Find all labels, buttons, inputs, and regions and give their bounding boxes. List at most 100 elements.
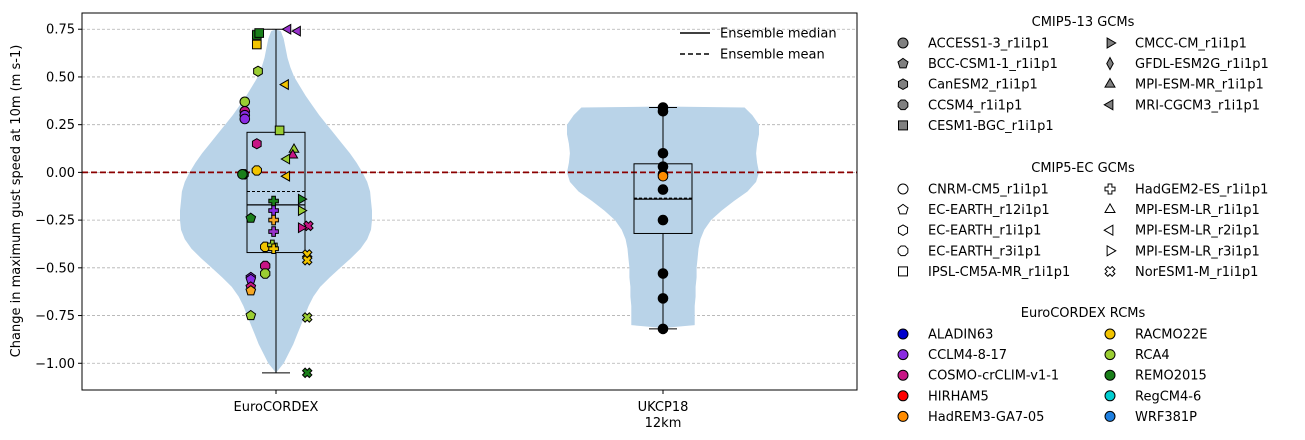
legend-marker-shape <box>1104 202 1116 213</box>
legend-marker <box>897 224 909 237</box>
y-tick-label: −0.75 <box>35 309 75 324</box>
data-point-shape <box>287 148 299 159</box>
legend-group-title: CMIP5-EC GCMs <box>1031 161 1135 176</box>
y-tick-label: −0.25 <box>35 214 75 229</box>
legend-marker-shape <box>897 37 909 49</box>
legend-marker <box>897 99 909 111</box>
y-tick-label: −0.50 <box>35 261 75 276</box>
legend-marker <box>1104 349 1116 361</box>
legend-marker-shape <box>897 99 909 111</box>
legend-label: MPI-ESM-MR_r1i1p1 <box>1135 78 1264 93</box>
y-tick-label: 0.75 <box>46 23 75 38</box>
legend-marker-shape <box>1103 98 1114 111</box>
legend-marker <box>1104 410 1116 422</box>
legend-label: CCLM4-8-17 <box>928 348 1007 363</box>
data-point-shape <box>281 23 292 35</box>
data-points <box>237 23 669 379</box>
data-point <box>237 168 248 180</box>
data-point <box>281 23 292 35</box>
data-point-shape <box>301 254 313 266</box>
legend-marker-shape <box>897 224 909 237</box>
legend-label: EC-EARTH_r12i1p1 <box>928 203 1050 218</box>
data-point-shape <box>274 125 285 136</box>
legend-line-label: Ensemble mean <box>720 48 825 63</box>
legend-marker <box>897 328 909 340</box>
legend-marker <box>897 78 909 91</box>
data-point-shape <box>260 268 271 279</box>
data-point <box>657 184 669 195</box>
data-point-shape <box>245 212 257 223</box>
legend-ensemble: Ensemble median Ensemble mean <box>680 27 837 63</box>
legend-label: EC-EARTH_r3i1p1 <box>928 244 1041 259</box>
data-point-shape <box>280 153 291 165</box>
legend-label: BCC-CSM1-1_r1i1p1 <box>928 57 1058 72</box>
legend-label: COSMO-crCLIM-v1-1 <box>928 369 1059 384</box>
legend-marker-shape <box>1104 390 1116 402</box>
data-point-shape <box>297 222 308 234</box>
legend-label: RCA4 <box>1135 348 1170 363</box>
data-point <box>251 138 262 150</box>
data-point <box>251 165 262 176</box>
data-point <box>287 148 299 159</box>
x-tick-label: UKCP18 <box>638 400 689 415</box>
data-point <box>260 268 271 279</box>
data-point-shape <box>297 193 308 205</box>
legend-marker-shape <box>897 245 909 257</box>
data-point-shape <box>297 204 308 217</box>
y-tick-label: 0.25 <box>46 118 75 133</box>
legend-marker-shape <box>1104 369 1116 381</box>
legend-marker-shape <box>1104 265 1116 277</box>
y-axis-label: Change in maximum gust speed at 10m (m s… <box>9 45 24 358</box>
legend-marker-shape <box>897 328 909 340</box>
legend-marker-shape <box>897 203 909 215</box>
legend-marker-shape <box>897 183 909 195</box>
legend-marker <box>897 245 909 257</box>
data-point-shape <box>268 214 279 226</box>
legend-label: MRI-CGCM3_r1i1p1 <box>1135 98 1260 113</box>
data-point <box>245 309 257 321</box>
x-tick-sublabel: 12km <box>645 416 682 431</box>
data-point-shape <box>245 285 257 296</box>
data-point <box>268 243 279 255</box>
legend-marker <box>897 390 909 402</box>
data-point <box>279 78 289 91</box>
data-point <box>239 96 251 108</box>
data-point <box>657 268 669 279</box>
legend-marker <box>898 120 908 131</box>
legend-label: WRF381P <box>1135 410 1197 425</box>
data-point <box>301 367 313 379</box>
data-point <box>253 65 263 77</box>
legend-label: CCSM4_r1i1p1 <box>928 98 1022 113</box>
legend-label: CMCC-CM_r1i1p1 <box>1135 37 1247 52</box>
legend-label: HIRHAM5 <box>928 389 989 404</box>
legend-marker-shape <box>897 410 909 422</box>
data-point-shape <box>254 28 265 38</box>
data-point-shape <box>301 367 313 379</box>
legend-label: ALADIN63 <box>928 328 993 343</box>
data-point-shape <box>657 214 669 226</box>
legend-label: CanESM2_r1i1p1 <box>928 78 1038 93</box>
legend-marker-shape <box>1106 244 1117 257</box>
x-tick-label: EuroCORDEX <box>234 400 319 415</box>
legend-marker-shape <box>897 349 909 361</box>
data-point-shape <box>301 312 313 323</box>
legend-marker <box>1104 183 1116 195</box>
legend-marker-shape <box>897 78 909 91</box>
data-point-shape <box>251 39 262 50</box>
legend-label: HadREM3-GA7-05 <box>928 410 1044 425</box>
legend-marker-shape <box>1104 410 1116 422</box>
legend-marker-shape <box>1104 183 1116 195</box>
legend-marker-shape <box>898 266 908 277</box>
data-point <box>657 323 669 335</box>
legend-label: NorESM1-M_r1i1p1 <box>1135 265 1258 280</box>
legend-label: GFDL-ESM2G_r1i1p1 <box>1135 57 1269 72</box>
data-point-shape <box>251 138 262 150</box>
data-point-shape <box>280 170 291 182</box>
y-tick-label: 0.00 <box>46 166 75 181</box>
legend-marker <box>1104 390 1116 402</box>
data-point <box>280 153 291 165</box>
legend-label: HadGEM2-ES_r1i1p1 <box>1135 183 1268 198</box>
data-point-shape <box>657 170 669 182</box>
